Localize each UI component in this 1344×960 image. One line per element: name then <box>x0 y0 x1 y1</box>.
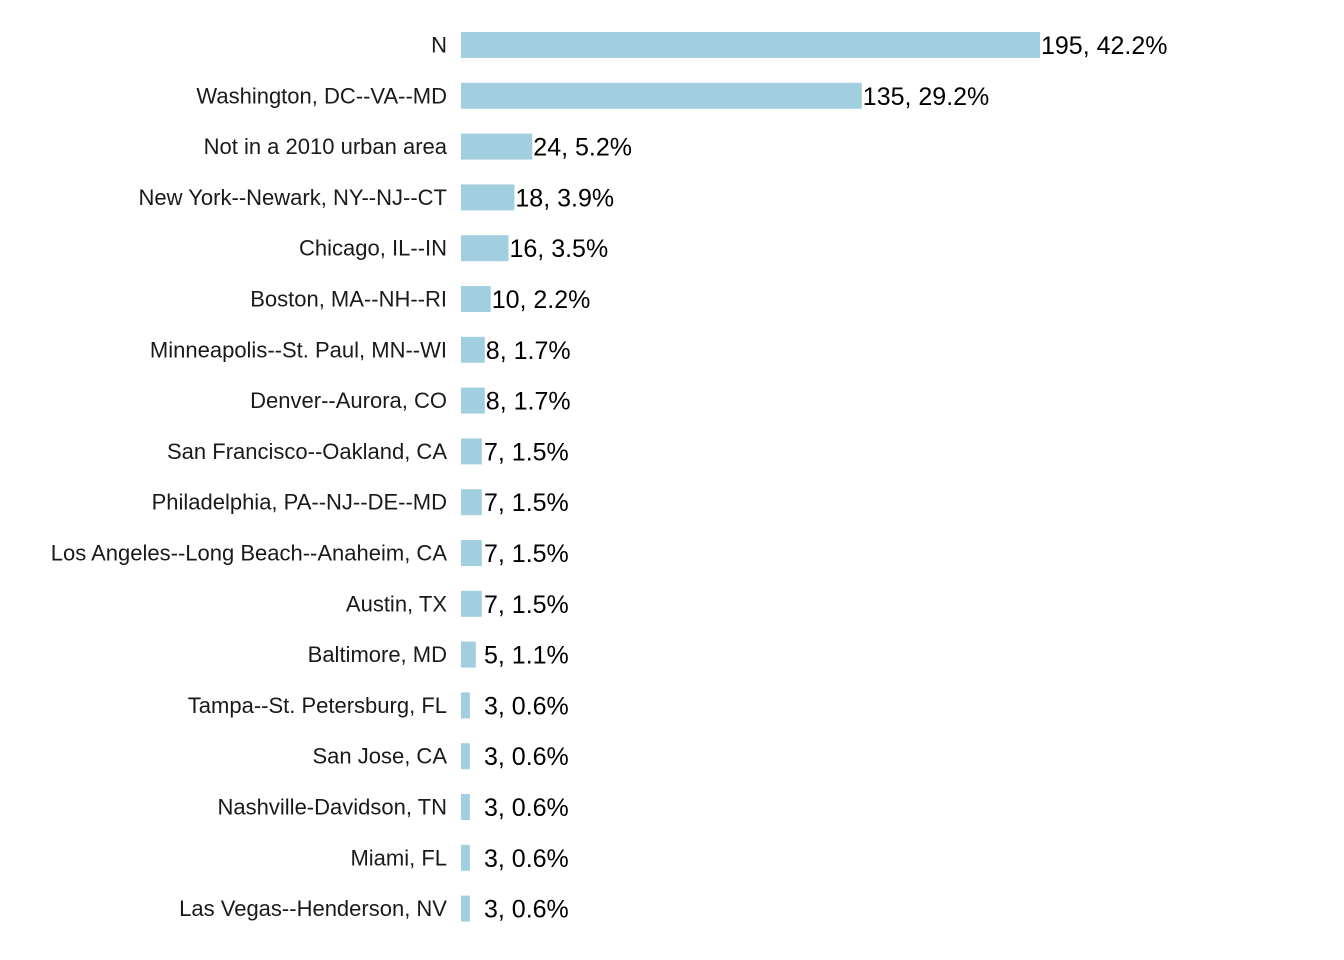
bar-3 <box>461 184 515 211</box>
bars-layer <box>461 32 1040 922</box>
value-labels: 195, 42.2% 135, 29.2% 24, 5.2% 18, 3.9% 16, … <box>484 32 1168 924</box>
category-label: Washington, DC--VA--MD <box>196 83 447 108</box>
category-label: Not in a 2010 urban area <box>204 134 448 159</box>
bar-1 <box>461 82 862 109</box>
category-label: Miami, FL <box>350 845 447 870</box>
data-label: 5, 1.1% <box>484 642 569 670</box>
data-label: 7, 1.5% <box>484 540 569 568</box>
category-label: Austin, TX <box>346 591 447 616</box>
bar-16 <box>461 844 470 871</box>
category-label: Boston, MA--NH--RI <box>250 287 447 312</box>
bar-5 <box>461 286 491 312</box>
data-label: 135, 29.2% <box>863 83 990 111</box>
data-label: 7, 1.5% <box>484 591 569 619</box>
bar-9 <box>461 489 482 516</box>
data-label: 16, 3.5% <box>510 235 609 263</box>
data-label: 3, 0.6% <box>484 743 569 771</box>
data-label: 3, 0.6% <box>484 896 569 924</box>
bar-4 <box>461 235 509 262</box>
bar-15 <box>461 794 470 820</box>
bar-6 <box>461 336 485 363</box>
data-label: 18, 3.9% <box>515 184 614 212</box>
bar-13 <box>461 692 470 719</box>
category-label: Denver--Aurora, CO <box>250 388 447 413</box>
category-label: N <box>431 33 447 58</box>
data-label: 10, 2.2% <box>492 286 591 314</box>
category-label: San Jose, CA <box>312 744 447 769</box>
data-label: 3, 0.6% <box>484 692 569 720</box>
bar-12 <box>461 641 476 668</box>
data-label: 8, 1.7% <box>486 337 571 365</box>
data-label: 195, 42.2% <box>1041 32 1168 60</box>
category-label: San Francisco--Oakland, CA <box>167 439 447 464</box>
category-label: Philadelphia, PA--NJ--DE--MD <box>152 490 447 515</box>
bar-7 <box>461 387 485 414</box>
bar-14 <box>461 743 470 770</box>
data-label: 8, 1.7% <box>486 388 571 416</box>
category-label: New York--Newark, NY--NJ--CT <box>139 185 447 210</box>
bar-8 <box>461 438 482 465</box>
data-label: 7, 1.5% <box>484 489 569 517</box>
data-label: 7, 1.5% <box>484 438 569 466</box>
category-label: Nashville-Davidson, TN <box>218 795 447 820</box>
category-label: Los Angeles--Long Beach--Anaheim, CA <box>51 541 448 566</box>
data-label: 24, 5.2% <box>533 134 632 162</box>
data-label: 3, 0.6% <box>484 794 569 822</box>
category-labels: N Washington, DC--VA--MD Not in a 2010 urb… <box>51 33 448 922</box>
bar-0 <box>461 32 1040 58</box>
category-label: Tampa--St. Petersburg, FL <box>188 693 447 718</box>
category-label: Minneapolis--St. Paul, MN--WI <box>150 337 447 362</box>
data-label: 3, 0.6% <box>484 845 569 873</box>
category-label: Chicago, IL--IN <box>299 236 447 261</box>
bar-2 <box>461 133 533 160</box>
bar-10 <box>461 540 482 566</box>
bar-11 <box>461 590 482 617</box>
bar-17 <box>461 895 470 922</box>
category-label: Las Vegas--Henderson, NV <box>179 896 447 921</box>
category-label: Baltimore, MD <box>308 642 447 667</box>
